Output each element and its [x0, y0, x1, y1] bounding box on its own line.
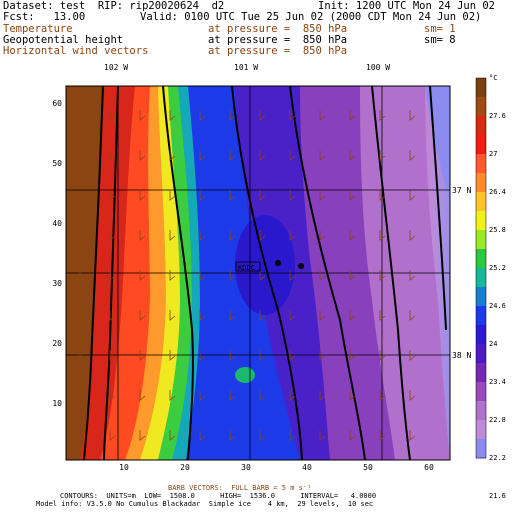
colorbar-label: 22.2 [489, 454, 506, 462]
x-tick-label: 20 [180, 463, 190, 472]
colorbar-label: 23.4 [489, 378, 506, 386]
lon-label-101w: 101 W [234, 63, 258, 72]
field-name-temperature: Temperature [3, 23, 73, 35]
geopotential-contours [83, 85, 447, 461]
colorbar-label: 27.6 [489, 112, 506, 120]
y-tick-label: 10 [52, 399, 62, 408]
colorbar-label: 25.2 [489, 264, 506, 272]
colorbar-swatch [476, 420, 486, 440]
colorbar-unit: °C [489, 74, 497, 82]
field-sm-height: sm= 8 [424, 34, 456, 46]
colorbar-swatch [476, 211, 486, 231]
model-info: Model info: V3.5.0 No Cumulus Blackadar … [36, 500, 374, 508]
colorbar-swatch [476, 154, 486, 174]
y-tick-label: 60 [52, 99, 62, 108]
field-name-height: Geopotential height [3, 34, 124, 46]
colorbar-swatch [476, 97, 486, 117]
colorbar-swatch [476, 192, 486, 212]
x-tick-label: 50 [363, 463, 373, 472]
station-marker [275, 260, 281, 266]
x-tick-label: 30 [241, 463, 251, 472]
wind-barbs [79, 110, 416, 441]
colorbar-swatch [476, 173, 486, 193]
forecast-line: Fcst: 13.00 [3, 11, 86, 23]
colorbar-swatch [476, 344, 486, 364]
colorbar-swatch [476, 268, 486, 288]
map-frame [65, 85, 451, 461]
station-label: KDDC [238, 264, 255, 272]
field-sm-temperature: sm= 1 [424, 23, 456, 35]
colorbar-label: 24 [489, 340, 497, 348]
colorbar-label: 27 [489, 150, 497, 158]
colorbar-swatch [476, 135, 486, 155]
y-tick-label: 50 [52, 159, 62, 168]
colorbar-swatch [476, 382, 486, 402]
colorbar-swatch [476, 325, 486, 345]
dataset-line: Dataset: test RIP: rip20020624 d2 [3, 0, 225, 12]
valid-line: Valid: 0100 UTC Tue 25 Jun 02 (2000 CDT … [140, 11, 482, 23]
field-name-wind: Horizontal wind vectors [3, 45, 149, 57]
colorbar-label: 24.6 [489, 302, 506, 310]
field-pressure-height: at pressure = 850 hPa [208, 34, 348, 46]
colorbar-swatch [476, 287, 486, 307]
x-axis: 10 20 30 40 50 60 [119, 463, 434, 472]
station-marker [298, 263, 304, 269]
colorbar-swatch [476, 306, 486, 326]
colorbar-swatch [476, 439, 486, 459]
lat-lon-grid [66, 86, 450, 460]
colorbar-swatch [476, 116, 486, 136]
station-box [235, 261, 261, 272]
barb-legend: BARB VECTORS: FULL BARB = 5 m s⁻¹ [168, 484, 312, 492]
colorbar-swatch [476, 363, 486, 383]
y-tick-label: 20 [52, 339, 62, 348]
colorbar-swatch [476, 249, 486, 269]
colorbar-label: 21.6 [489, 492, 506, 500]
lat-label-37n: 37 N [452, 186, 471, 195]
y-tick-label: 40 [52, 219, 62, 228]
colorbar-swatch [476, 78, 486, 98]
x-tick-label: 60 [424, 463, 434, 472]
colorbar-frame [475, 77, 487, 459]
colorbar-swatch [476, 230, 486, 250]
colorbar-swatch [476, 401, 486, 421]
lon-label-100w: 100 W [366, 63, 390, 72]
contour-info: CONTOURS: UNITS=m LOW= 1508.0 HIGH= 1536… [60, 492, 377, 500]
y-axis: 10 20 30 40 50 60 [52, 99, 62, 408]
field-pressure-wind: at pressure = 850 hPa [208, 45, 348, 57]
x-tick-label: 40 [302, 463, 312, 472]
colorbar: °C 27.6 27 26.4 25.8 25.2 24.6 24 23.4 22.8 22.2 21… [475, 74, 506, 500]
field-pressure-temperature: at pressure = 850 hPa [208, 23, 348, 35]
init-line: Init: 1200 UTC Mon 24 Jun 02 [318, 0, 496, 12]
colorbar-label: 26.4 [489, 188, 506, 196]
x-tick-label: 10 [119, 463, 129, 472]
y-tick-label: 30 [52, 279, 62, 288]
colorbar-label: 22.8 [489, 416, 506, 424]
colorbar-label: 25.8 [489, 226, 506, 234]
lon-label-102w: 102 W [104, 63, 128, 72]
lat-label-38n: 38 N [452, 351, 471, 360]
